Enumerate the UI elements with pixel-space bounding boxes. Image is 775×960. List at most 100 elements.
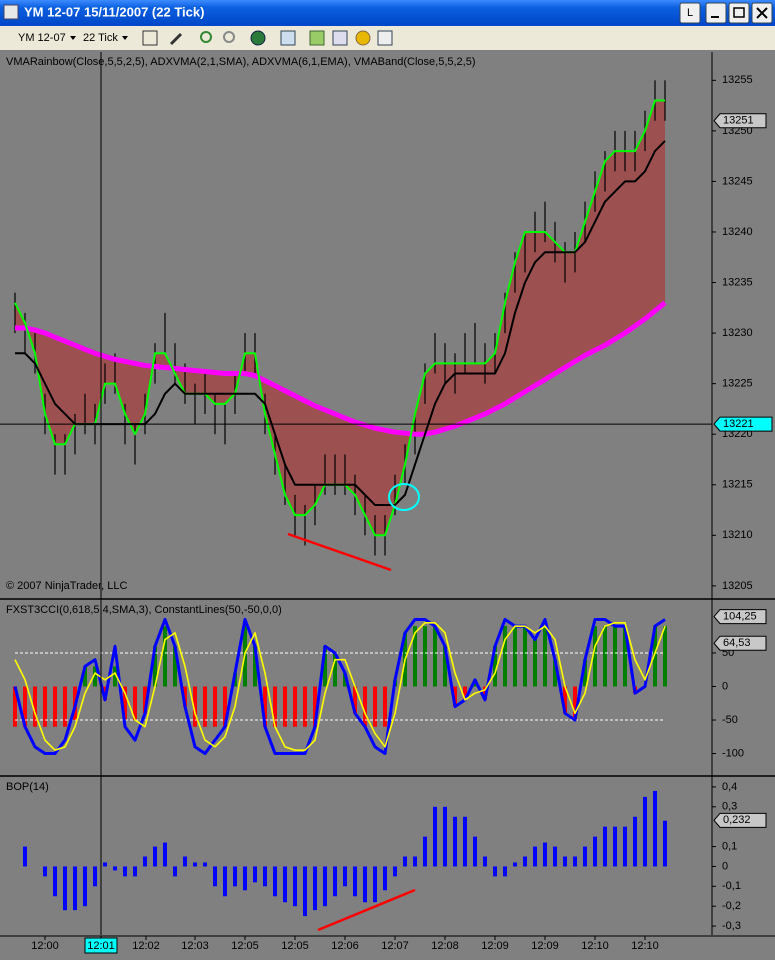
- bar: [223, 866, 227, 897]
- maximize-icon: [733, 7, 745, 18]
- histogram-bar: [123, 686, 127, 721]
- bar: [513, 862, 517, 867]
- bar: [643, 796, 647, 867]
- histogram-bar: [413, 626, 417, 687]
- bar: [343, 866, 347, 887]
- bars-icon[interactable]: [142, 30, 158, 46]
- bar: [573, 856, 577, 867]
- bar: [593, 836, 597, 867]
- divergence-line: [317, 888, 416, 932]
- toolbar-icons: [142, 30, 393, 46]
- indicator-line: [13, 617, 666, 756]
- histogram-bar: [273, 686, 277, 727]
- x-tick-label: 12:01: [87, 940, 115, 952]
- histogram-bar: [333, 652, 337, 687]
- instrument-selector[interactable]: YM 12-07: [18, 32, 66, 44]
- y-tick-label: 13245: [722, 175, 753, 187]
- histogram-bar: [493, 646, 497, 687]
- zoom-out-icon[interactable]: [223, 31, 235, 43]
- value-marker: [713, 113, 767, 129]
- x-tick-label: 12:10: [631, 940, 659, 952]
- bar: [393, 866, 397, 877]
- bar: [83, 866, 87, 907]
- histogram-bar: [503, 626, 507, 687]
- histogram-bar: [613, 626, 617, 687]
- y-tick-label: -0,3: [722, 920, 741, 932]
- histogram-bar: [153, 646, 157, 687]
- histogram-bar: [513, 626, 517, 687]
- histogram-bar: [63, 686, 67, 727]
- bar: [73, 866, 77, 911]
- strategy-icon[interactable]: [309, 30, 325, 46]
- bar: [413, 856, 417, 867]
- plot-area: © 2007 NinjaTrader, LLC VMARainbow(Close,…: [0, 52, 775, 954]
- y-tick-label: -100: [722, 747, 744, 759]
- y-tick-label: 13235: [722, 276, 753, 288]
- bar: [123, 866, 127, 877]
- y-tick-label: 0: [722, 860, 728, 872]
- panel-title: BOP(14): [6, 781, 49, 793]
- histogram-bar: [193, 686, 197, 727]
- bar: [213, 866, 217, 887]
- y-tick-label: 0: [722, 680, 728, 692]
- y-tick-label: 13210: [722, 529, 753, 541]
- bar: [63, 866, 67, 911]
- bar: [603, 826, 607, 867]
- properties-icon[interactable]: [280, 30, 296, 46]
- minimize-button[interactable]: [705, 2, 727, 24]
- period-selector[interactable]: 22 Tick: [83, 32, 118, 44]
- globe-icon[interactable]: [250, 30, 266, 46]
- histogram-bar: [23, 686, 27, 727]
- bar: [483, 856, 487, 867]
- histogram-bar: [323, 646, 327, 687]
- maximize-button[interactable]: [728, 2, 750, 24]
- histogram-bar: [383, 686, 387, 727]
- y-tick-label: -50: [722, 714, 738, 726]
- value-marker-label: 64,53: [723, 637, 751, 649]
- bar: [263, 866, 267, 887]
- histogram-bar: [573, 686, 577, 721]
- bar: [173, 866, 177, 877]
- zoom-in-icon[interactable]: [200, 31, 212, 43]
- draw-icon[interactable]: [169, 32, 183, 46]
- histogram-bar: [523, 626, 527, 687]
- histogram-bar: [593, 626, 597, 687]
- link-button-label[interactable]: L: [687, 7, 693, 19]
- bar: [633, 816, 637, 867]
- indicator-line: [14, 621, 666, 751]
- bar: [493, 866, 497, 877]
- bar: [543, 842, 547, 867]
- histogram-bar: [453, 686, 457, 707]
- histogram-bar: [443, 646, 447, 687]
- bar: [303, 866, 307, 917]
- crosshair-marker: [713, 416, 773, 432]
- money-icon[interactable]: [355, 30, 371, 46]
- bar: [163, 842, 167, 867]
- histogram-bar: [43, 686, 47, 727]
- bar: [563, 856, 567, 867]
- value-marker-label: 104,25: [723, 611, 757, 623]
- chart-icon[interactable]: [332, 30, 348, 46]
- link-button[interactable]: [679, 2, 701, 24]
- bar: [453, 816, 457, 867]
- histogram-bar: [93, 666, 97, 687]
- value-marker: [713, 635, 767, 651]
- value-marker: [713, 609, 767, 625]
- value-marker: [713, 812, 767, 828]
- x-tick-label: 12:03: [181, 940, 209, 952]
- histogram-bar: [363, 686, 367, 727]
- list-icon[interactable]: [377, 30, 393, 46]
- bar: [133, 866, 137, 877]
- y-tick-label: 0,3: [722, 801, 737, 813]
- y-tick-label: 13215: [722, 479, 753, 491]
- bar: [283, 866, 287, 903]
- bar: [253, 866, 257, 883]
- bar: [523, 856, 527, 867]
- histogram-bar: [313, 686, 317, 727]
- y-tick-label: 13205: [722, 580, 753, 592]
- histogram-bar: [133, 686, 137, 721]
- histogram-bar: [33, 686, 37, 727]
- x-tick-label: 12:06: [331, 940, 359, 952]
- bar: [613, 826, 617, 867]
- window-title: YM 12-07 15/11/2007 (22 Tick): [24, 4, 204, 19]
